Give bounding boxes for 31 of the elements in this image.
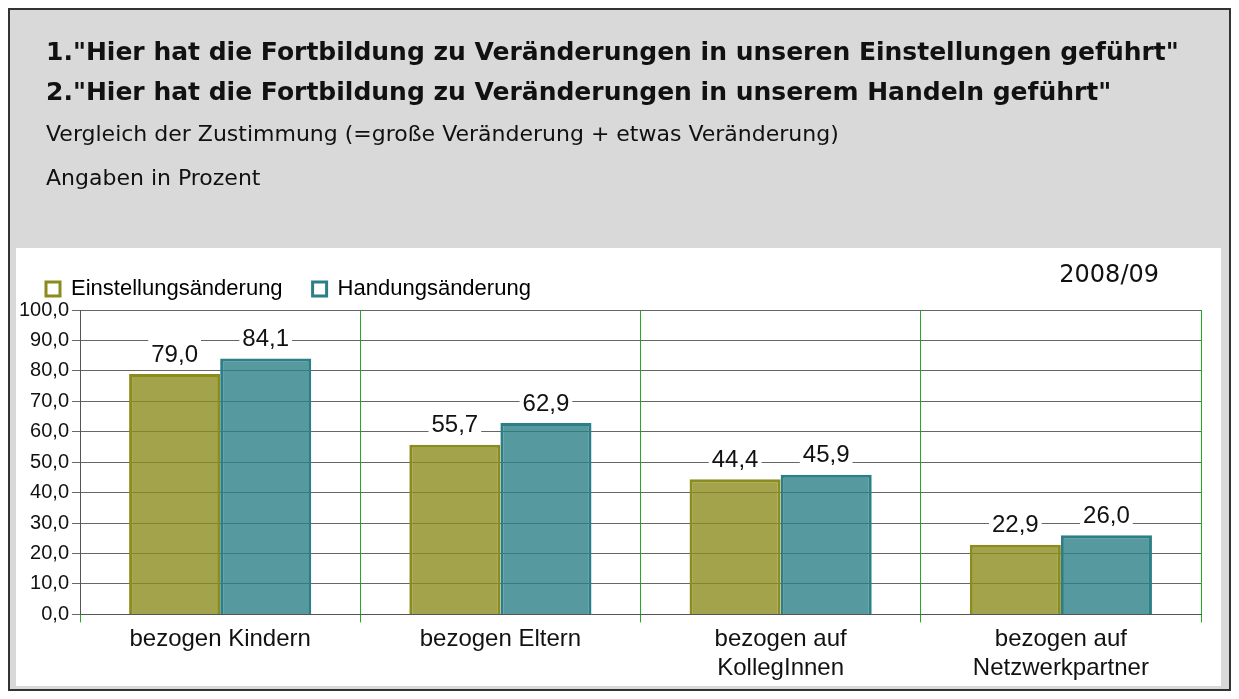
y-tick-label: 0,0	[41, 601, 70, 624]
x-tick-label: bezogen Eltern	[419, 624, 582, 652]
y-tick-label: 70,0	[30, 388, 70, 411]
data-label: 44,4	[711, 444, 759, 472]
y-tick-label: 10,0	[30, 571, 70, 594]
x-tick-label: bezogen Kindern	[129, 624, 311, 652]
y-tick-label: 30,0	[30, 510, 70, 533]
bar	[969, 544, 1061, 614]
legend-label: Einstellungsänderung	[71, 275, 283, 301]
chart-title: 1."Hier hat die Fortbildung zu Veränderungen in unseren Einstellungen geführt"	[46, 36, 1180, 68]
data-label: 62,9	[522, 388, 570, 416]
y-tick-label: 40,0	[30, 480, 70, 503]
y-tick-label: 60,0	[30, 419, 70, 442]
y-tick-label: 80,0	[30, 358, 70, 381]
data-label: 55,7	[431, 410, 479, 438]
data-label: 26,0	[1083, 500, 1130, 528]
data-label: 84,1	[242, 324, 290, 352]
legend-label: Handungsänderung	[337, 275, 531, 301]
text: 2008/09	[1059, 260, 1159, 288]
text: Vergleich der Zustimmung (=große Veränderung + etwas Veränderung)	[46, 120, 840, 148]
y-tick-label: 50,0	[30, 449, 70, 472]
text: Angaben in Prozent	[46, 164, 262, 192]
y-tick-label: 100,0	[18, 297, 70, 320]
y-tick-label: 20,0	[30, 541, 70, 564]
data-label: 22,9	[991, 510, 1039, 538]
x-tick-label: bezogen auf Netzwerkpartner	[972, 624, 1149, 681]
x-tick-label: bezogen auf KollegInnen	[714, 624, 848, 681]
y-tick-label: 90,0	[30, 327, 70, 350]
data-label: 79,0	[151, 339, 198, 367]
chart-subtitle: 2."Hier hat die Fortbildung zu Veränderungen in unserem Handeln geführt"	[46, 76, 1113, 108]
data-label: 45,9	[802, 440, 850, 468]
